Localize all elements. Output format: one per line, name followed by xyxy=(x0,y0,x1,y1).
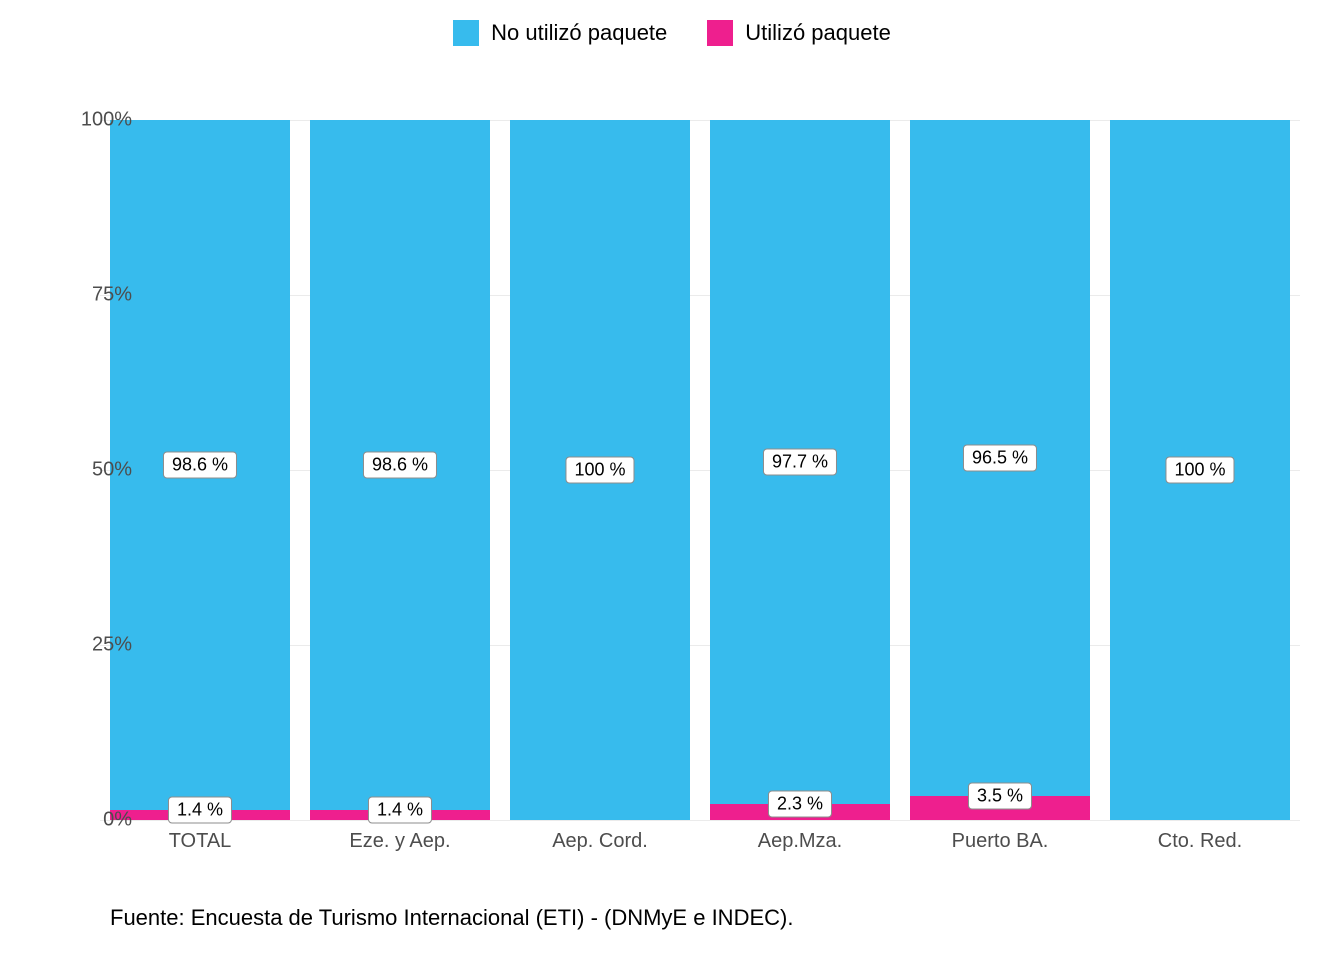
x-tick-label: Puerto BA. xyxy=(900,830,1100,853)
legend: No utilizó paquete Utilizó paquete xyxy=(0,20,1344,46)
bar-segment-no-utilizo: 98.6 % xyxy=(310,120,490,810)
value-label: 1.4 % xyxy=(368,797,432,824)
chart-container: No utilizó paquete Utilizó paquete 98.6 … xyxy=(0,0,1344,960)
legend-label-no-utilizo: No utilizó paquete xyxy=(491,20,667,46)
value-label: 96.5 % xyxy=(963,444,1037,471)
bar-group: 98.6 % 1.4 % xyxy=(110,120,290,820)
bar-segment-no-utilizo: 98.6 % xyxy=(110,120,290,810)
value-label: 98.6 % xyxy=(163,452,237,479)
value-label: 97.7 % xyxy=(763,448,837,475)
y-tick-label: 0% xyxy=(52,809,132,832)
x-tick-label: Aep.Mza. xyxy=(700,830,900,853)
grid-line xyxy=(100,820,1300,821)
bar-group: 96.5 % 3.5 % xyxy=(910,120,1090,820)
legend-swatch-utilizo xyxy=(707,20,733,46)
legend-item-utilizo: Utilizó paquete xyxy=(707,20,891,46)
x-tick-label: Eze. y Aep. xyxy=(300,830,500,853)
bar-group: 98.6 % 1.4 % xyxy=(310,120,490,820)
bar-group: 100 % xyxy=(1110,120,1290,820)
legend-swatch-no-utilizo xyxy=(453,20,479,46)
source-footnote: Fuente: Encuesta de Turismo Internaciona… xyxy=(110,905,793,931)
bar-segment-utilizo: 2.3 % xyxy=(710,804,890,820)
bar-segment-no-utilizo: 100 % xyxy=(1110,120,1290,820)
bar-group: 100 % xyxy=(510,120,690,820)
x-axis-labels: TOTALEze. y Aep.Aep. Cord.Aep.Mza.Puerto… xyxy=(100,830,1300,853)
x-tick-label: Cto. Red. xyxy=(1100,830,1300,853)
legend-label-utilizo: Utilizó paquete xyxy=(745,20,891,46)
bar-segment-no-utilizo: 96.5 % xyxy=(910,120,1090,796)
y-tick-label: 75% xyxy=(52,284,132,307)
bar-segment-utilizo: 3.5 % xyxy=(910,796,1090,821)
bar-group: 97.7 % 2.3 % xyxy=(710,120,890,820)
value-label: 98.6 % xyxy=(363,452,437,479)
value-label: 2.3 % xyxy=(768,790,832,817)
bars: 98.6 % 1.4 % 98.6 % 1.4 % 100 % 97.7 % 2.3 % 96… xyxy=(100,120,1300,820)
bar-segment-no-utilizo: 97.7 % xyxy=(710,120,890,804)
x-tick-label: Aep. Cord. xyxy=(500,830,700,853)
legend-item-no-utilizo: No utilizó paquete xyxy=(453,20,667,46)
value-label: 100 % xyxy=(565,457,634,484)
bar-segment-utilizo: 1.4 % xyxy=(310,810,490,820)
value-label: 100 % xyxy=(1165,457,1234,484)
y-tick-label: 100% xyxy=(52,109,132,132)
y-tick-label: 25% xyxy=(52,634,132,657)
value-label: 1.4 % xyxy=(168,797,232,824)
y-tick-label: 50% xyxy=(52,459,132,482)
bar-segment-utilizo: 1.4 % xyxy=(110,810,290,820)
plot-area: 98.6 % 1.4 % 98.6 % 1.4 % 100 % 97.7 % 2.3 % 96… xyxy=(100,120,1300,820)
value-label: 3.5 % xyxy=(968,782,1032,809)
x-tick-label: TOTAL xyxy=(100,830,300,853)
bar-segment-no-utilizo: 100 % xyxy=(510,120,690,820)
